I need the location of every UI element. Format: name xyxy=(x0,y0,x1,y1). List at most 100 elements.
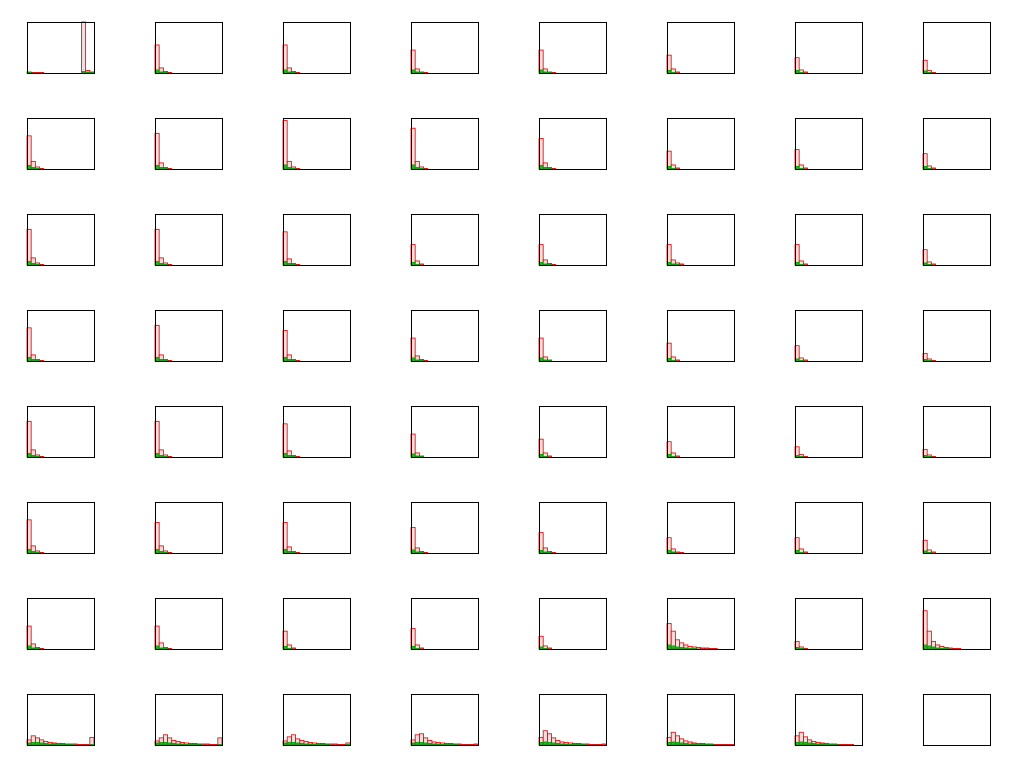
plot-frame xyxy=(283,694,351,746)
plot-frame xyxy=(155,502,223,554)
histogram-bar xyxy=(290,360,296,362)
histogram-bar xyxy=(158,647,164,650)
histogram-bar xyxy=(679,552,685,554)
histogram-bar xyxy=(162,742,168,746)
histogram-bar xyxy=(311,744,317,746)
histogram-bar xyxy=(295,264,301,266)
histogram-bar xyxy=(542,456,548,458)
plot-frame xyxy=(411,22,479,74)
plot-frame xyxy=(539,598,607,650)
histogram-bar xyxy=(158,742,164,746)
histogram-bar xyxy=(167,742,173,746)
plot-frame xyxy=(411,214,479,266)
histogram-bar xyxy=(167,456,173,458)
plot-frame xyxy=(411,598,479,650)
histogram-bar xyxy=(546,647,552,650)
histogram-bar xyxy=(286,455,292,458)
histogram-bar xyxy=(414,359,420,362)
histogram-bar xyxy=(802,742,808,746)
plot-frame xyxy=(795,214,863,266)
histogram-bar xyxy=(802,263,808,266)
histogram-bar xyxy=(162,360,168,362)
histogram-bar xyxy=(423,168,429,170)
histogram-bar xyxy=(286,71,292,74)
histogram-bar xyxy=(30,551,36,554)
histogram-bar xyxy=(418,263,424,266)
histogram-bar xyxy=(414,71,420,74)
plot-frame xyxy=(155,118,223,170)
histogram-bar xyxy=(316,744,322,746)
plot-frame xyxy=(27,310,95,362)
histogram-bar xyxy=(179,743,185,746)
histogram-bar xyxy=(81,21,87,74)
histogram-bar xyxy=(423,360,429,362)
histogram-bar xyxy=(39,648,45,650)
histogram-bar xyxy=(418,552,424,554)
plot-frame xyxy=(155,694,223,746)
histogram-bar xyxy=(167,264,173,266)
plot-frame xyxy=(923,502,991,554)
histogram-bar xyxy=(725,744,731,746)
plot-frame xyxy=(667,502,735,554)
histogram-bar xyxy=(580,744,586,746)
histogram-bar xyxy=(34,168,40,170)
histogram-bar xyxy=(414,551,420,554)
histogram-bar xyxy=(802,456,808,458)
histogram-bar xyxy=(542,359,548,362)
histogram-bar xyxy=(158,263,164,266)
histogram-bar xyxy=(85,744,91,746)
histogram-bar xyxy=(670,168,676,170)
histogram-bar xyxy=(930,263,936,266)
histogram-bar xyxy=(930,456,936,458)
histogram-bar xyxy=(39,456,45,458)
histogram-bar xyxy=(286,359,292,362)
plot-frame xyxy=(539,118,607,170)
histogram-bar xyxy=(679,647,685,650)
histogram-bar xyxy=(679,742,685,746)
histogram-bar xyxy=(188,744,194,746)
histogram-bar xyxy=(30,455,36,458)
histogram-bar xyxy=(290,647,296,650)
plot-frame xyxy=(667,214,735,266)
histogram-bar xyxy=(34,72,40,74)
histogram-bar xyxy=(802,359,808,362)
histogram-bar xyxy=(286,742,292,746)
histogram-bar xyxy=(597,744,603,746)
histogram-bar xyxy=(930,551,936,554)
histogram-bar xyxy=(721,744,727,746)
plot-frame xyxy=(795,694,863,746)
histogram-bar xyxy=(551,72,557,74)
histogram-bar xyxy=(815,743,821,746)
histogram-bar xyxy=(559,743,565,746)
histogram-bar xyxy=(162,168,168,170)
histogram-bar xyxy=(563,743,569,746)
histogram-bar xyxy=(807,742,813,746)
histogram-bar xyxy=(849,744,855,746)
histogram-bar xyxy=(844,744,850,746)
histogram-bar xyxy=(930,72,936,74)
histogram-bar xyxy=(418,360,424,362)
plot-frame xyxy=(283,406,351,458)
plot-frame xyxy=(411,502,479,554)
histogram-bar xyxy=(469,744,475,746)
histogram-bar xyxy=(670,551,676,554)
histogram-bar xyxy=(34,456,40,458)
histogram-bar xyxy=(68,744,74,746)
histogram-bar xyxy=(670,360,676,362)
plot-frame xyxy=(795,406,863,458)
histogram-bar xyxy=(542,551,548,554)
histogram-bar xyxy=(542,167,548,170)
histogram-bar xyxy=(217,744,223,746)
histogram-bar xyxy=(926,552,932,554)
plot-frame xyxy=(923,22,991,74)
plot-frame xyxy=(539,22,607,74)
histogram-bar xyxy=(683,743,689,746)
histogram-bar xyxy=(286,648,292,650)
histogram-bar xyxy=(418,742,424,746)
plot-frame xyxy=(923,406,991,458)
histogram-bar xyxy=(290,168,296,170)
histogram-bar xyxy=(162,72,168,74)
histogram-bar xyxy=(158,359,164,362)
histogram-bar xyxy=(593,744,599,746)
histogram-bar xyxy=(674,264,680,266)
